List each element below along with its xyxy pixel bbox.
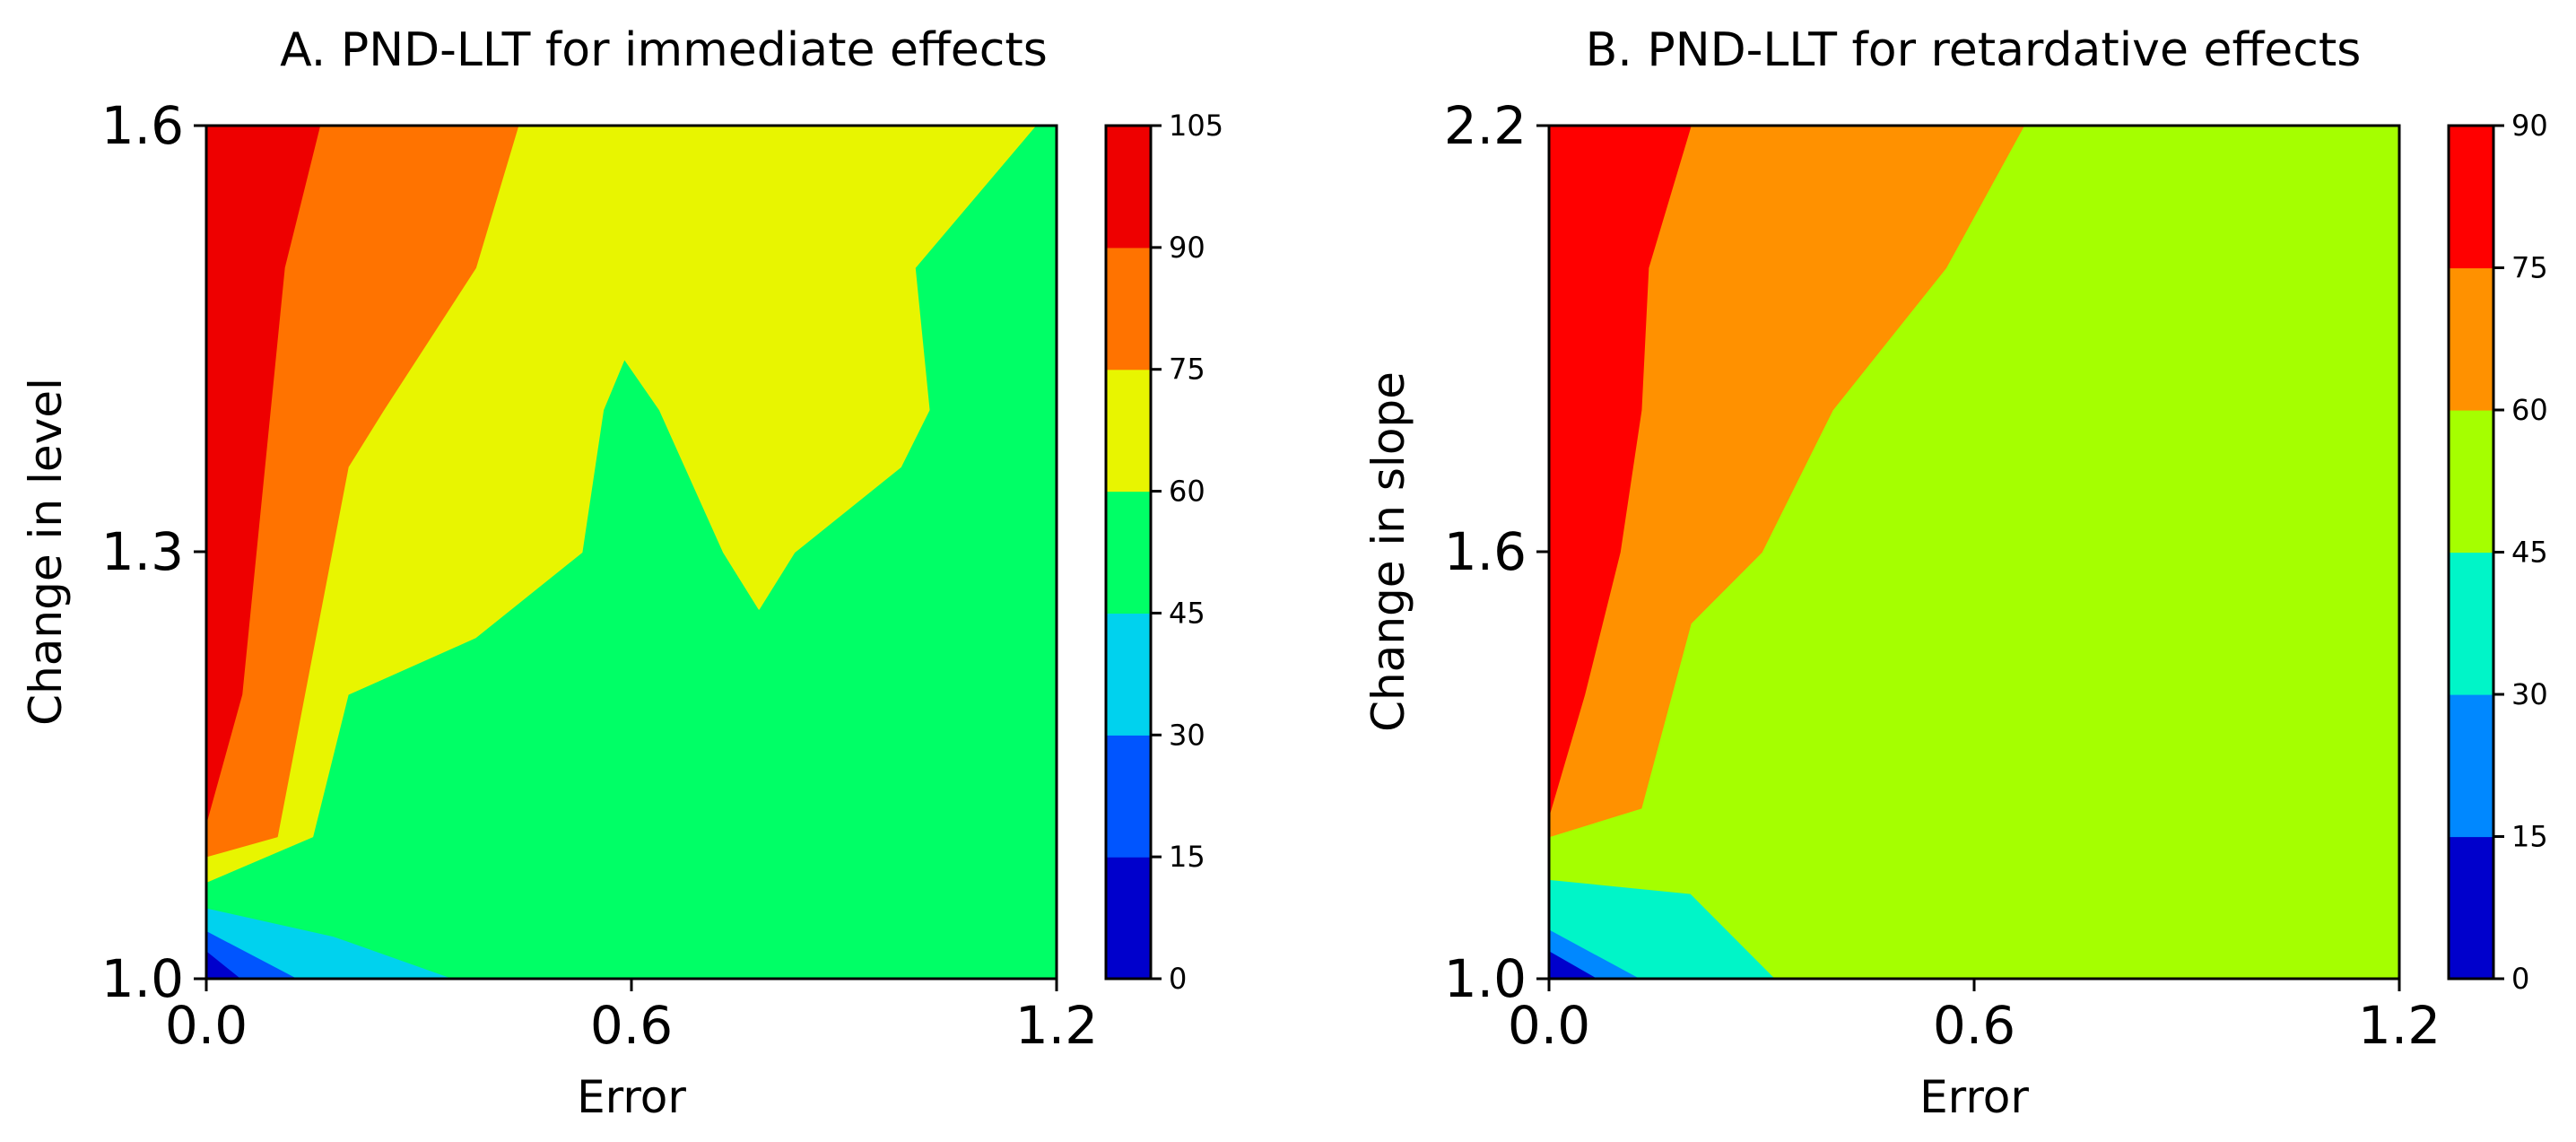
panel-a-colorbar-tick-label-0: 0 xyxy=(1169,962,1187,996)
panel-b-title: B. PND-LLT for retardative effects xyxy=(1586,23,2362,77)
panel-b-colorbar-tick-label-6: 90 xyxy=(2511,109,2548,143)
panel-b-ytick-0: 1.0 xyxy=(1444,948,1527,1009)
panel-b-plot-regions xyxy=(1548,125,2400,980)
panel-b-colorbar-ticks: 0 15 30 45 60 75 90 xyxy=(2493,109,2548,996)
panel-a-colorbar-tick-label-6: 90 xyxy=(1169,231,1205,265)
panel-a-colorbar-tick-label-1: 15 xyxy=(1169,840,1205,874)
panel-b-colorbar-tick-label-2: 30 xyxy=(2511,677,2548,711)
panel-a-colorbar-segment-1 xyxy=(1106,735,1151,858)
panel-a-colorbar-segment-0 xyxy=(1106,857,1151,980)
panel-a: A. PND-LLT for immediate effects 0.0 0.6… xyxy=(20,23,1223,1123)
panel-b-colorbar xyxy=(2449,126,2493,980)
panel-b-colorbar-tick-label-1: 15 xyxy=(2511,820,2548,854)
panel-a-xlabel: Error xyxy=(577,1071,686,1123)
panel-a-colorbar-frame xyxy=(1104,124,1153,981)
panel-b-colorbar-tick-label-5: 75 xyxy=(2511,251,2548,285)
panel-a-colorbar-segment-4 xyxy=(1106,369,1151,493)
panel-a-colorbar-segment-6 xyxy=(1106,126,1151,248)
panel-a-colorbar-segment-2 xyxy=(1106,613,1151,736)
panel-a-ytick-1: 1.3 xyxy=(101,521,184,582)
panel-b-xtick-0: 0.0 xyxy=(1508,995,1590,1056)
panel-a-colorbar-tick-label-7: 105 xyxy=(1169,109,1223,143)
panel-a-ytick-0: 1.0 xyxy=(101,948,184,1009)
panel-a-colorbar-tick-label-4: 60 xyxy=(1169,475,1205,509)
panel-a-colorbar-segment-3 xyxy=(1106,491,1151,615)
panel-b: B. PND-LLT for retardative effects 0.0 0… xyxy=(1362,23,2548,1123)
panel-b-xtick-1: 0.6 xyxy=(1933,995,2015,1056)
panel-a-colorbar-tick-label-2: 30 xyxy=(1169,718,1205,752)
panel-b-ylabel: Change in slope xyxy=(1362,371,1414,732)
panel-a-colorbar-ticks: 0 15 30 45 60 75 90 105 xyxy=(1151,109,1223,996)
panel-b-colorbar-segment-5 xyxy=(2449,126,2493,269)
panel-a-title: A. PND-LLT for immediate effects xyxy=(280,23,1048,77)
panel-b-colorbar-tick-label-3: 45 xyxy=(2511,536,2548,570)
panel-b-ytick-2: 2.2 xyxy=(1444,95,1527,156)
panel-a-ylabel: Change in level xyxy=(20,378,72,726)
panel-b-colorbar-tick-label-0: 0 xyxy=(2511,962,2529,996)
panel-b-xtick-2: 1.2 xyxy=(2358,995,2441,1056)
panel-b-colorbar-segment-0 xyxy=(2449,836,2493,980)
panel-a-colorbar-tick-label-3: 45 xyxy=(1169,596,1205,630)
panel-a-xtick-1: 0.6 xyxy=(590,995,673,1056)
panel-a-plot-regions xyxy=(205,125,1057,980)
panel-a-colorbar xyxy=(1106,126,1151,980)
panel-a-ytick-2: 1.6 xyxy=(101,95,184,156)
panel-b-colorbar-segment-3 xyxy=(2449,410,2493,554)
panel-a-xtick-2: 1.2 xyxy=(1015,995,1098,1056)
panel-b-colorbar-tick-label-4: 60 xyxy=(2511,393,2548,427)
panel-b-colorbar-segment-4 xyxy=(2449,267,2493,411)
panel-a-colorbar-segment-5 xyxy=(1106,247,1151,370)
panel-b-xlabel: Error xyxy=(1919,1071,2029,1123)
panel-a-xtick-0: 0.0 xyxy=(165,995,248,1056)
panel-b-colorbar-segment-2 xyxy=(2449,552,2493,695)
panel-b-ytick-1: 1.6 xyxy=(1444,521,1527,582)
panel-b-colorbar-segment-1 xyxy=(2449,694,2493,838)
panel-a-colorbar-tick-label-5: 75 xyxy=(1169,353,1205,387)
